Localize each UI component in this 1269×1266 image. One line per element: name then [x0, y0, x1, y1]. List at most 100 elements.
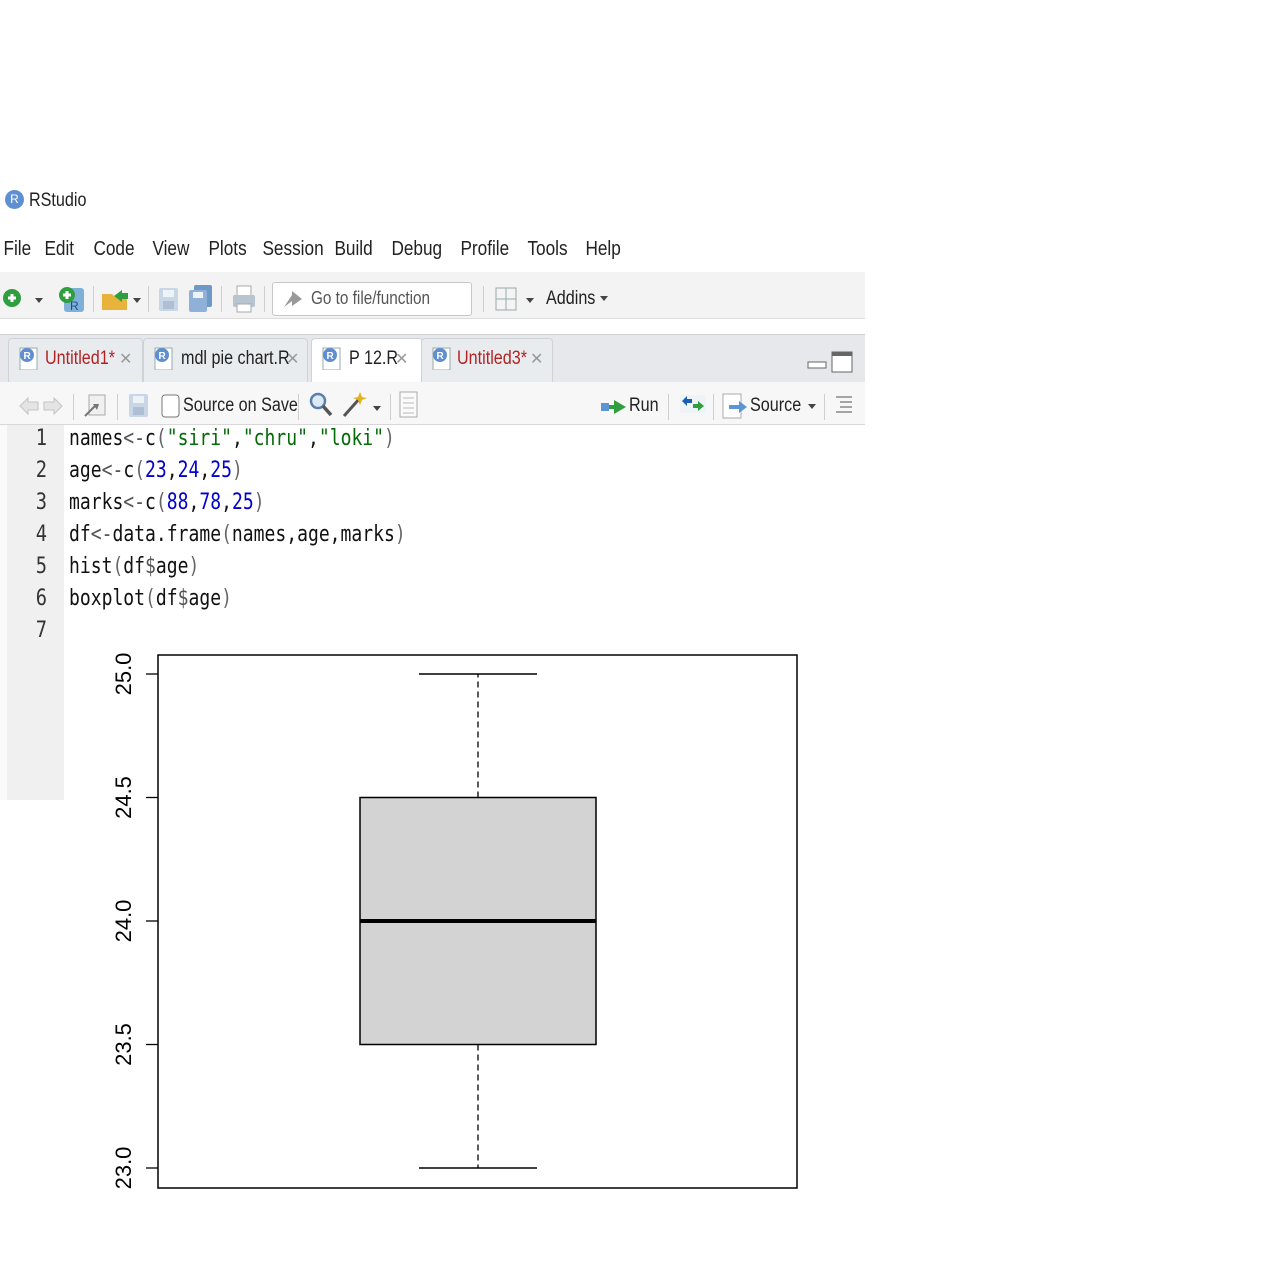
- code-token: ,: [231, 426, 243, 451]
- code-line[interactable]: marks<-c(88,78,25): [69, 490, 265, 515]
- tab-label: Untitled3*: [457, 348, 528, 369]
- tab-label: mdl pie chart.R: [181, 348, 290, 369]
- addins-dropdown-icon[interactable]: [598, 294, 610, 304]
- minimize-maximize-icon[interactable]: [806, 350, 856, 376]
- window-title: RStudio: [29, 190, 87, 211]
- code-line[interactable]: names<-c("siri","chru","loki"): [69, 426, 395, 451]
- addins-menu[interactable]: Addins: [546, 288, 596, 309]
- menu-file[interactable]: File: [3, 238, 32, 260]
- line-number: 4: [35, 522, 47, 547]
- pane-layout-icon[interactable]: [494, 286, 538, 312]
- compile-report-icon[interactable]: [398, 390, 420, 420]
- code-token: age: [69, 458, 102, 483]
- code-token: (: [221, 522, 232, 547]
- toolbar-separator: [824, 394, 825, 420]
- toolbar-separator: [148, 286, 149, 312]
- source-dropdown-icon[interactable]: [806, 402, 818, 412]
- y-tick-label: 24.5: [111, 776, 136, 819]
- toolbar-separator: [390, 394, 391, 420]
- menu-tools[interactable]: Tools: [527, 238, 568, 260]
- toolbar-separator: [298, 394, 299, 420]
- toolbar-separator: [73, 394, 74, 420]
- tab-close-icon[interactable]: ✕: [395, 349, 409, 368]
- code-token: <-: [90, 522, 113, 547]
- y-tick-label: 25.0: [111, 653, 136, 696]
- code-line[interactable]: hist(df$age): [69, 554, 199, 579]
- menu-plots[interactable]: Plots: [208, 238, 247, 260]
- line-number: 5: [35, 554, 47, 579]
- r-script-icon: R: [154, 347, 173, 370]
- menu-help[interactable]: Help: [585, 238, 621, 260]
- code-token: ): [384, 426, 395, 451]
- code-token: <-: [123, 490, 146, 515]
- svg-text:R: R: [327, 351, 335, 362]
- code-token: ,: [199, 458, 211, 483]
- source-button[interactable]: Source: [750, 395, 802, 416]
- line-number: 2: [35, 458, 47, 483]
- code-token: names,age,marks: [231, 522, 395, 547]
- back-forward-icon[interactable]: [18, 394, 64, 418]
- rerun-icon[interactable]: [679, 392, 707, 416]
- run-button[interactable]: Run: [629, 395, 659, 416]
- code-token: data.frame: [112, 522, 222, 547]
- tab-close-icon[interactable]: ✕: [119, 349, 133, 368]
- r-script-icon: R: [322, 347, 341, 370]
- code-token: ): [394, 522, 406, 547]
- line-number: 1: [35, 426, 47, 451]
- code-line[interactable]: df<-data.frame(names,age,marks): [69, 522, 406, 547]
- save-all-icon[interactable]: [188, 284, 214, 314]
- menu-session[interactable]: Session: [262, 238, 324, 260]
- code-token: c: [145, 490, 156, 515]
- source-on-save-checkbox[interactable]: [160, 393, 182, 419]
- toolbar-separator: [713, 394, 714, 420]
- menu-profile[interactable]: Profile: [460, 238, 510, 260]
- toolbar-separator: [117, 394, 118, 420]
- new-project-icon[interactable]: R: [56, 284, 88, 316]
- goto-file-placeholder: Go to file/function: [311, 288, 431, 308]
- menu-edit[interactable]: Edit: [44, 238, 75, 260]
- tab-close-icon[interactable]: ✕: [286, 349, 300, 368]
- r-script-icon: R: [432, 347, 451, 370]
- code-line[interactable]: boxplot(df$age): [69, 586, 232, 611]
- menu-build[interactable]: Build: [334, 238, 373, 260]
- code-token: (: [155, 426, 167, 451]
- code-token: ,: [307, 426, 319, 451]
- source-doc-icon[interactable]: [721, 392, 749, 420]
- boxplot-chart: 23.0 23.5 24.0 24.5 25.0: [111, 653, 798, 1189]
- menu-code[interactable]: Code: [93, 238, 135, 260]
- new-file-icon[interactable]: [2, 286, 44, 312]
- menu-view[interactable]: View: [152, 238, 190, 260]
- code-token: (: [155, 490, 167, 515]
- svg-text:R: R: [437, 351, 445, 362]
- document-outline-icon[interactable]: [834, 394, 854, 414]
- code-token: 25: [231, 490, 254, 515]
- save-icon[interactable]: [158, 286, 180, 314]
- code-token: "chru": [242, 426, 308, 451]
- code-token: (: [134, 458, 146, 483]
- code-token: 25: [210, 458, 232, 483]
- code-token: 88: [166, 490, 189, 515]
- find-replace-icon[interactable]: [308, 390, 334, 420]
- code-token: $: [145, 554, 156, 579]
- menu-debug[interactable]: Debug: [391, 238, 443, 260]
- open-file-icon[interactable]: [100, 286, 142, 312]
- toolbar-separator: [483, 286, 484, 312]
- svg-text:R: R: [159, 351, 167, 362]
- code-token: df: [69, 522, 91, 547]
- toolbar-separator: [93, 286, 94, 312]
- print-icon[interactable]: [231, 284, 257, 314]
- svg-text:R: R: [24, 351, 32, 362]
- goto-file-input[interactable]: [272, 282, 472, 316]
- code-token: ): [221, 586, 232, 611]
- code-tools-wand-icon[interactable]: [340, 388, 384, 420]
- code-line[interactable]: age<-c(23,24,25): [69, 458, 243, 483]
- code-token: df: [123, 554, 146, 579]
- code-token: ,: [188, 490, 200, 515]
- line-number: 7: [35, 618, 47, 643]
- tab-close-icon[interactable]: ✕: [530, 349, 544, 368]
- code-token: c: [145, 426, 156, 451]
- run-arrow-icon[interactable]: [600, 397, 628, 417]
- y-tick-label: 23.5: [111, 1023, 136, 1066]
- show-in-window-icon[interactable]: [83, 392, 107, 420]
- editor-save-icon[interactable]: [128, 392, 150, 420]
